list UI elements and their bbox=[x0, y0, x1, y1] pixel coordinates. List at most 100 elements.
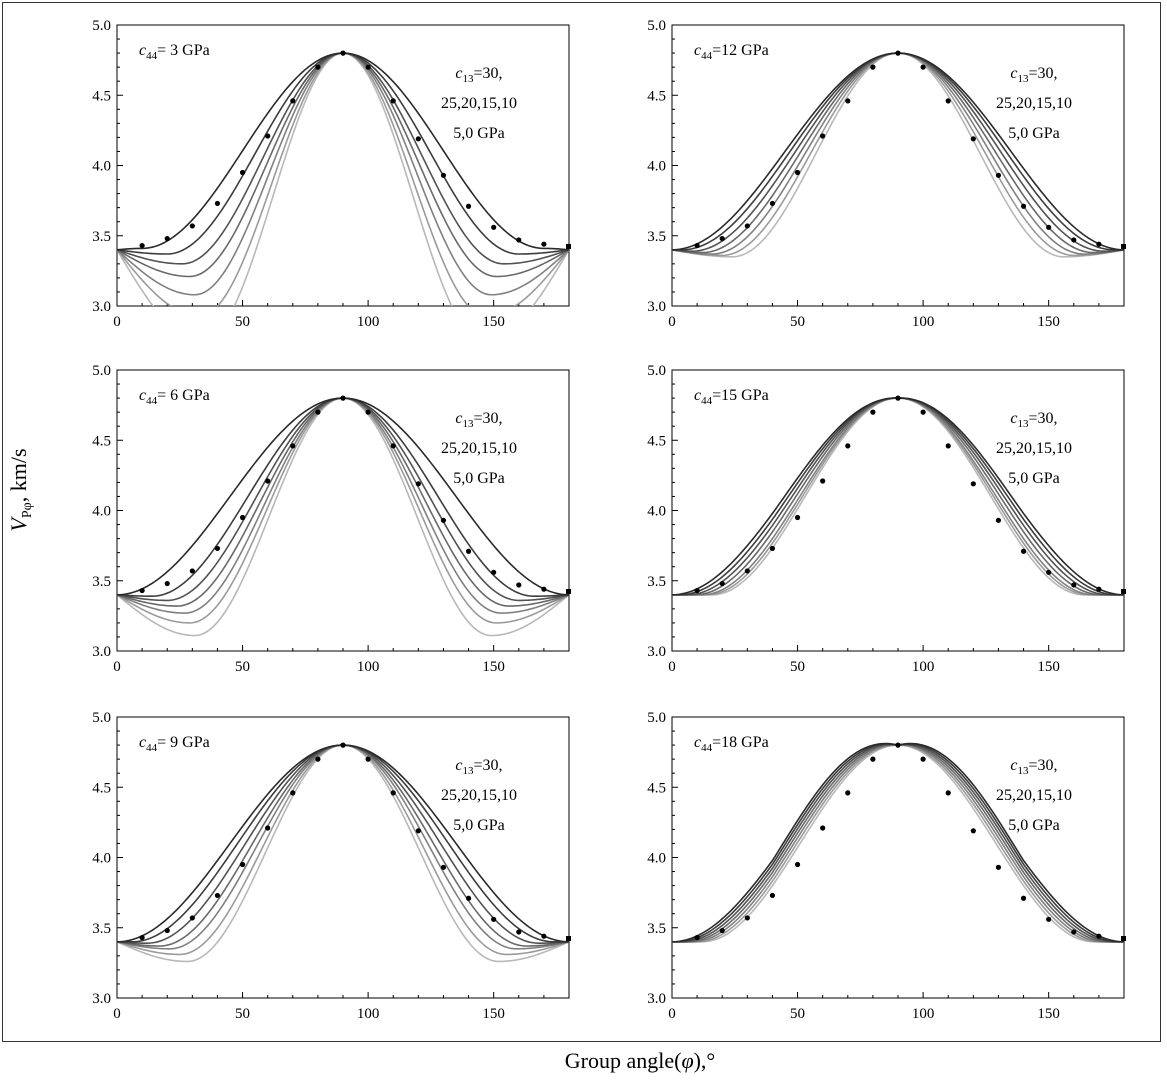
data-point bbox=[870, 409, 876, 415]
y-tick-label: 3.5 bbox=[647, 229, 666, 245]
c13-value: =30, bbox=[474, 757, 503, 774]
data-point bbox=[315, 756, 321, 762]
x-tick-label: 150 bbox=[482, 659, 505, 675]
c13-label-line: c13=30, bbox=[455, 65, 502, 85]
c44-value: = 6 GPa bbox=[157, 387, 210, 404]
data-point bbox=[1020, 895, 1027, 901]
data-point bbox=[1046, 569, 1052, 575]
data-point bbox=[895, 742, 901, 748]
data-point bbox=[139, 242, 145, 249]
x-tick-label: 50 bbox=[235, 659, 250, 675]
data-point bbox=[870, 64, 876, 70]
c13-symbol: c bbox=[455, 757, 462, 774]
data-point bbox=[895, 395, 901, 401]
y-tick-label: 4.5 bbox=[647, 88, 666, 104]
data-point bbox=[491, 916, 497, 922]
data-point bbox=[365, 409, 371, 415]
series-line-c13-10 bbox=[117, 52, 569, 296]
data-point bbox=[491, 569, 497, 575]
data-point bbox=[516, 582, 522, 588]
c13-label-line: 5,0 GPa bbox=[1008, 817, 1060, 834]
data-point bbox=[719, 927, 725, 934]
c13-label-line: c13=30, bbox=[1010, 65, 1057, 85]
x-tick-label: 150 bbox=[1037, 659, 1060, 675]
y-tick-label: 3.0 bbox=[647, 644, 666, 660]
data-point bbox=[1020, 548, 1027, 554]
series-line-c13-25 bbox=[117, 397, 569, 597]
x-tick-label: 0 bbox=[113, 1006, 121, 1022]
c44-subscript: 44 bbox=[146, 50, 158, 62]
x-tick-label: 50 bbox=[235, 314, 250, 330]
c13-label-line: c13=30, bbox=[455, 410, 502, 430]
data-point bbox=[189, 568, 195, 574]
y-tick-label: 3.5 bbox=[92, 229, 111, 245]
series-line-c13-30 bbox=[117, 52, 569, 251]
data-point bbox=[315, 64, 321, 70]
y-tick-label: 4.0 bbox=[92, 159, 111, 175]
x-tick-label: 100 bbox=[912, 314, 935, 330]
y-tick-label: 3.0 bbox=[92, 644, 111, 660]
y-tick-label: 3.0 bbox=[92, 991, 111, 1007]
c13-label-line: 25,20,15,10 bbox=[996, 95, 1072, 112]
x-tick-label: 0 bbox=[668, 314, 676, 330]
data-point bbox=[365, 64, 371, 70]
data-point bbox=[415, 828, 421, 834]
series-line-c13-25 bbox=[117, 744, 569, 943]
c44-subscript: 44 bbox=[701, 50, 713, 62]
data-point bbox=[719, 235, 725, 242]
c44-label: c44= 9 GPa bbox=[139, 734, 210, 754]
c44-subscript: 44 bbox=[146, 742, 158, 754]
data-point bbox=[415, 481, 421, 487]
data-point bbox=[214, 892, 221, 899]
x-tick-label: 100 bbox=[912, 659, 935, 675]
data-point bbox=[440, 864, 447, 870]
c13-label-line: c13=30, bbox=[1010, 410, 1057, 430]
c13-label-line: 25,20,15,10 bbox=[441, 787, 517, 804]
y-tick-label: 5.0 bbox=[647, 710, 666, 726]
figure-frame bbox=[2, 2, 1161, 1042]
c13-subscript: 13 bbox=[1018, 418, 1030, 430]
series-line-c13-10 bbox=[672, 52, 1124, 255]
series-line-c13-5 bbox=[117, 744, 569, 956]
data-point bbox=[970, 481, 976, 487]
x-tick-label: 50 bbox=[790, 1006, 805, 1022]
data-point bbox=[189, 915, 195, 921]
series-line-c13-10 bbox=[117, 397, 569, 614]
data-point bbox=[541, 241, 547, 247]
c44-symbol: c bbox=[139, 387, 146, 404]
y-tick-label: 5.0 bbox=[647, 363, 666, 379]
y-tick-label: 5.0 bbox=[647, 18, 666, 34]
data-point bbox=[945, 443, 951, 449]
data-point bbox=[694, 587, 700, 594]
c13-value: =30, bbox=[474, 410, 503, 427]
series-line-c13-20 bbox=[672, 52, 1124, 253]
c13-value: =30, bbox=[1029, 65, 1058, 82]
data-point bbox=[1046, 224, 1052, 230]
data-point bbox=[769, 545, 776, 552]
series-line-c13-5 bbox=[117, 397, 569, 624]
data-point bbox=[1020, 203, 1027, 209]
data-point bbox=[139, 587, 145, 594]
c13-value: =30, bbox=[474, 65, 503, 82]
data-point bbox=[265, 133, 271, 139]
data-point bbox=[920, 409, 926, 415]
c13-label-line: c13=30, bbox=[455, 757, 502, 777]
data-point bbox=[769, 892, 776, 899]
c13-symbol: c bbox=[455, 65, 462, 82]
data-point bbox=[820, 825, 826, 831]
y-tick-label: 3.0 bbox=[647, 299, 666, 315]
data-point bbox=[970, 136, 976, 142]
data-point bbox=[516, 237, 522, 243]
data-point bbox=[744, 915, 750, 921]
y-tick-label: 4.5 bbox=[92, 88, 111, 104]
c44-label: c44=12 GPa bbox=[694, 42, 769, 62]
x-tick-label: 50 bbox=[235, 1006, 250, 1022]
x-tick-label: 0 bbox=[113, 314, 121, 330]
data-point bbox=[440, 517, 447, 523]
data-point bbox=[970, 828, 976, 834]
data-point bbox=[1071, 929, 1077, 935]
